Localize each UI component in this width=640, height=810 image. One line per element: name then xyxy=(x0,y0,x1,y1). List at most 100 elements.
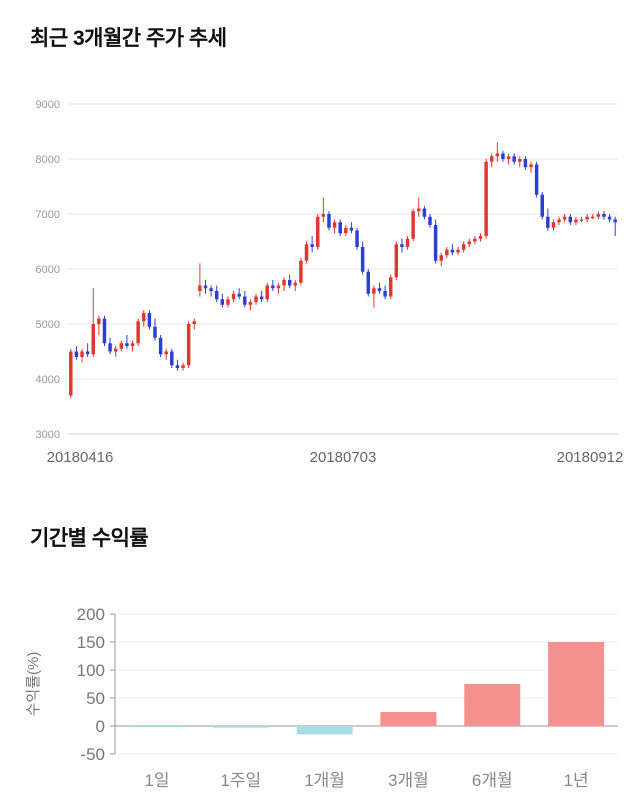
candle-body xyxy=(327,214,331,228)
candle-body xyxy=(237,293,241,297)
candle-body xyxy=(478,236,483,239)
y-tick-label: 50 xyxy=(86,689,105,708)
return-bar xyxy=(464,684,521,726)
price-trend-section: 최근 3개월간 주가 추세 3000 4000 5000 6000 7000 8000 90… xyxy=(30,27,624,466)
candle-body xyxy=(220,299,225,305)
candle-body xyxy=(388,277,393,297)
price-trend-title: 최근 3개월간 주가 추세 xyxy=(30,27,227,50)
bar-category-label: 1주일 xyxy=(220,771,261,790)
candle-body xyxy=(186,324,191,366)
candle-body xyxy=(428,216,432,225)
candle-body xyxy=(540,194,544,217)
candle-body xyxy=(534,164,539,195)
candle-body xyxy=(287,280,292,286)
period-returns-title: 기간별 수익률 xyxy=(30,527,149,550)
candle-body xyxy=(400,244,404,247)
candle-body xyxy=(192,321,197,324)
candle-body xyxy=(344,227,348,234)
candle-body xyxy=(562,216,567,220)
candle-body xyxy=(473,238,477,242)
candle-body xyxy=(203,285,208,289)
candle-body xyxy=(243,296,247,305)
bar-category-label: 1개월 xyxy=(304,771,345,790)
return-bar xyxy=(548,642,605,726)
candle-body xyxy=(293,282,298,286)
candle-body xyxy=(607,216,612,220)
candle-body xyxy=(596,214,601,217)
candle-body xyxy=(74,351,79,357)
candle-body xyxy=(102,318,107,344)
candle-body xyxy=(411,211,415,239)
y-tick-label: 9000 xyxy=(36,99,60,111)
candle-body xyxy=(523,159,528,168)
candle-body xyxy=(574,219,578,223)
candle-body xyxy=(265,285,269,300)
y-tick-label: 7000 xyxy=(36,209,60,221)
candle-body xyxy=(433,225,438,261)
candle-body xyxy=(372,288,376,294)
candle-body xyxy=(417,208,421,212)
candle-body xyxy=(529,164,533,168)
candle-body xyxy=(506,156,511,159)
candle-body xyxy=(467,241,472,245)
y-tick-label: 4000 xyxy=(36,374,60,386)
candle-body xyxy=(158,337,163,355)
candle-body xyxy=(366,271,370,294)
candle-body xyxy=(501,153,505,159)
candle-body xyxy=(450,249,455,253)
candle-body xyxy=(316,216,320,247)
candle-body xyxy=(518,159,522,162)
candle-body xyxy=(422,208,427,217)
candle-body xyxy=(209,288,213,291)
y-tick-label: 5000 xyxy=(36,319,60,331)
candle-body xyxy=(602,214,606,217)
y-tick-label: 8000 xyxy=(36,154,60,166)
candle-body xyxy=(282,280,286,286)
candle-body xyxy=(276,285,281,289)
return-bar xyxy=(380,712,437,726)
bar-category-label: 6개월 xyxy=(472,771,513,790)
bar-category-label: 1일 xyxy=(144,771,169,790)
candle-body xyxy=(456,249,460,253)
y-tick-label: 100 xyxy=(77,661,105,680)
y-tick-label: 200 xyxy=(77,605,105,624)
candle-body xyxy=(495,153,500,157)
candle-body xyxy=(591,216,595,219)
candle-body xyxy=(259,296,264,300)
return-bar xyxy=(128,726,185,728)
x-tick-label: 20180912 xyxy=(557,449,624,466)
candle-body xyxy=(214,291,219,300)
candle-body xyxy=(512,156,516,162)
candle-body xyxy=(248,302,253,305)
price-candlestick-chart: 3000 4000 5000 6000 7000 8000 9000 20180416 2018… xyxy=(36,99,624,466)
candle-body xyxy=(164,351,168,355)
period-returns-section: 기간별 수익률 -50 0 50 100 150 200 1일 1주일 1개월 3개월 6개월 1년 수… xyxy=(0,474,640,802)
candle-body xyxy=(226,299,230,305)
period-returns-bar-chart: -50 0 50 100 150 200 1일 1주일 1개월 3개월 6개월 1년 수익률(%) xyxy=(25,605,618,790)
candle-body xyxy=(119,343,124,349)
candle-body xyxy=(360,247,365,272)
candle-body xyxy=(321,214,326,217)
candle-body xyxy=(69,351,73,396)
candle-body xyxy=(439,255,443,261)
candle-body xyxy=(489,156,494,162)
candle-body xyxy=(304,244,309,261)
candle-body xyxy=(97,318,101,324)
candle-body xyxy=(394,244,399,278)
candle-body xyxy=(125,343,129,346)
y-tick-label: 150 xyxy=(77,633,105,652)
candle-body xyxy=(461,244,466,250)
return-bar xyxy=(296,726,353,735)
candle-body xyxy=(170,351,174,366)
candle-body xyxy=(579,219,584,221)
candle-body xyxy=(445,249,449,256)
candle-body xyxy=(254,296,258,302)
candle-body xyxy=(613,219,617,223)
candle-body xyxy=(108,343,112,352)
candle-body xyxy=(85,351,90,355)
candle-body xyxy=(142,313,146,322)
candle-body xyxy=(557,219,561,223)
candle-body xyxy=(383,291,387,297)
candle-body xyxy=(585,216,589,220)
bar-category-label: 3개월 xyxy=(388,771,429,790)
